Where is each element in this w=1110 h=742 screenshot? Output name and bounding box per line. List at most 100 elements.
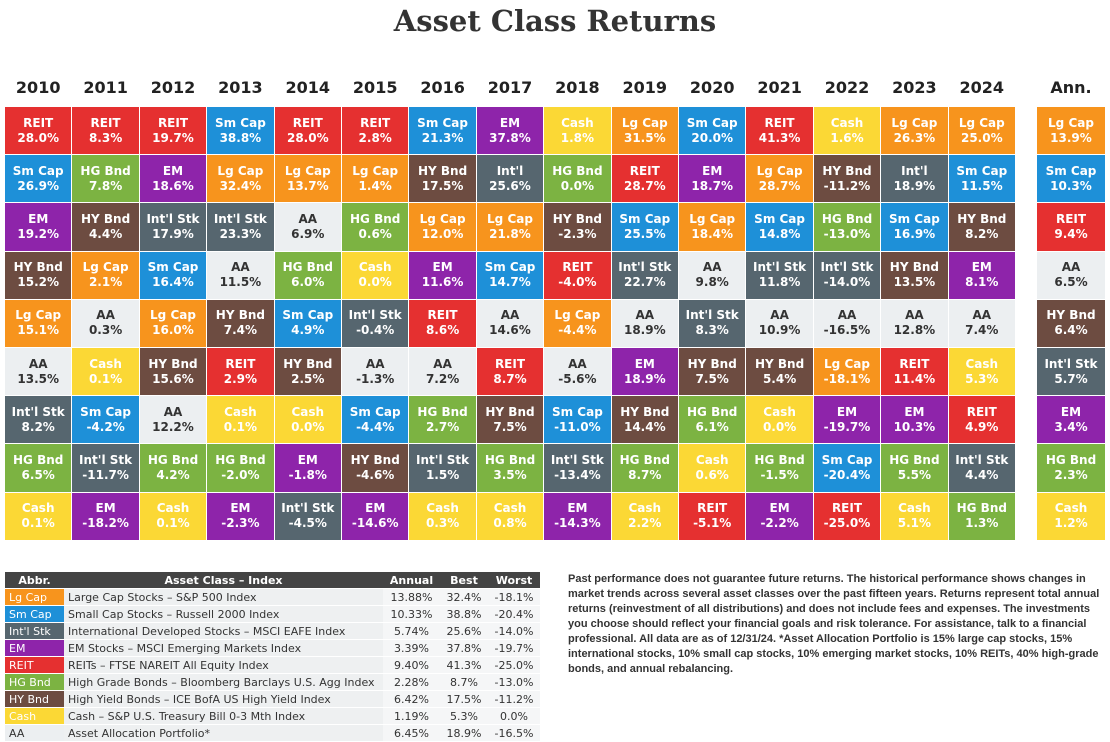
return-value: 16.0%	[152, 323, 194, 338]
return-cell: Cash 1.2%	[1037, 492, 1105, 540]
return-cell: Lg Cap 13.7%	[274, 155, 341, 203]
return-value: -25.0%	[823, 516, 871, 531]
return-cell: Sm Cap 16.4%	[139, 251, 207, 299]
return-cell: Lg Cap 12.0%	[409, 203, 476, 251]
return-cell: Cash 0.1%	[207, 396, 274, 444]
return-value: 5.3%	[965, 371, 999, 386]
return-value: -18.2%	[82, 516, 129, 531]
year-label: 2021	[757, 78, 802, 97]
return-cell: AA 10.9%	[746, 299, 813, 347]
asset-label: HY Bnd	[13, 260, 63, 275]
asset-label: EM	[499, 115, 521, 130]
asset-label: HG Bnd	[417, 404, 468, 419]
return-cell: Cash 0.3%	[409, 492, 476, 540]
return-cell: AA 9.8%	[679, 251, 746, 299]
return-cell: Int'l Stk -4.5%	[274, 492, 341, 540]
return-value: 1.6%	[830, 130, 864, 145]
return-cell: HY Bnd 15.6%	[139, 348, 207, 396]
return-value: 4.9%	[291, 323, 325, 338]
return-value: 0.1%	[21, 516, 55, 531]
asset-label: Sm Cap	[282, 308, 334, 323]
return-cell: AA 12.8%	[881, 299, 948, 347]
return-value: 0.1%	[156, 516, 190, 531]
return-value: -11.0%	[554, 419, 601, 434]
asset-label: Sm Cap	[551, 404, 603, 419]
return-value: -14.0%	[823, 275, 871, 290]
asset-label: EM	[971, 260, 992, 275]
year-label: 2020	[689, 78, 735, 97]
asset-label: Cash	[21, 501, 55, 516]
return-value: -19.7%	[823, 419, 871, 434]
asset-label: Int'l Stk	[753, 260, 807, 275]
return-value: 1.3%	[965, 516, 999, 531]
return-value: 10.3%	[1050, 178, 1092, 193]
legend-header-cell: Asset Class – Index	[64, 572, 383, 589]
asset-label: Int'l Stk	[348, 308, 402, 323]
return-value: 12.0%	[421, 226, 464, 241]
return-value: 11.8%	[758, 275, 801, 290]
asset-label: EM	[769, 501, 790, 516]
asset-label: HG Bnd	[1045, 452, 1097, 467]
return-cell: Lg Cap 18.4%	[679, 203, 746, 251]
return-cell: REIT 2.9%	[207, 348, 274, 396]
return-cell: REIT 8.6%	[409, 299, 476, 347]
return-value: 18.9%	[623, 371, 666, 386]
return-value: 0.3%	[88, 323, 123, 338]
return-value: 11.5%	[219, 275, 262, 290]
return-value: -2.3%	[221, 516, 260, 531]
return-cell: REIT 8.7%	[476, 348, 544, 396]
return-cell: HY Bnd 2.5%	[274, 348, 341, 396]
return-cell: HG Bnd -1.5%	[746, 444, 813, 492]
return-cell: Cash 1.8%	[544, 107, 611, 155]
return-value: 19.7%	[152, 130, 194, 145]
return-value: 8.3%	[695, 323, 729, 338]
asset-label: AA	[568, 356, 587, 371]
asset-label: Cash	[695, 452, 729, 467]
return-value: 37.8%	[489, 130, 531, 145]
return-cell: Int'l 25.6%	[476, 155, 544, 203]
asset-label: EM	[432, 260, 453, 275]
return-cell: Cash 0.6%	[679, 444, 746, 492]
asset-label: AA	[28, 356, 48, 371]
asset-label: Lg Cap	[554, 308, 601, 323]
asset-label: Cash	[628, 501, 662, 516]
legend-name: Asset Allocation Portfolio*	[64, 724, 383, 742]
asset-label: Cash	[426, 501, 459, 516]
return-value: 6.5%	[1054, 275, 1088, 290]
return-value: 28.0%	[17, 130, 60, 145]
asset-label: HG Bnd	[821, 211, 873, 226]
return-cell: AA 12.2%	[139, 396, 207, 444]
legend-abbr: Int'l Stk	[5, 622, 64, 640]
legend-abbr: REIT	[5, 656, 64, 674]
return-value: -5.1%	[693, 516, 732, 531]
legend-best: 17.5%	[440, 690, 488, 708]
return-value: 0.0%	[560, 178, 595, 193]
return-cell: REIT 19.7%	[139, 107, 207, 155]
asset-label: AA	[837, 308, 857, 323]
return-cell: AA 7.4%	[948, 299, 1015, 347]
asset-label: Sm Cap	[12, 163, 64, 178]
asset-label: Sm Cap	[956, 163, 1008, 178]
return-cell: AA 13.5%	[5, 348, 72, 396]
asset-label: AA	[972, 308, 992, 323]
asset-label: EM	[1060, 404, 1082, 419]
asset-label: HG Bnd	[956, 501, 1007, 516]
asset-label: Cash	[156, 501, 190, 516]
asset-label: REIT	[360, 115, 391, 130]
asset-label: AA	[635, 308, 655, 323]
return-cell: AA 11.5%	[207, 251, 274, 299]
legend-header-cell: Worst	[488, 572, 540, 589]
return-cell: Int'l 18.9%	[881, 155, 948, 203]
return-value: 7.2%	[425, 371, 460, 386]
return-cell: REIT 9.4%	[1037, 203, 1105, 251]
return-cell: HG Bnd 6.0%	[274, 251, 341, 299]
asset-label: Lg Cap	[824, 356, 870, 371]
legend-row: HY Bnd High Yield Bonds – ICE BofA US Hig…	[5, 690, 540, 708]
return-value: 7.8%	[88, 178, 123, 193]
return-cell: EM 11.6%	[409, 251, 476, 299]
return-cell: Lg Cap -18.1%	[813, 348, 881, 396]
return-cell: EM -2.2%	[746, 492, 813, 540]
legend-annual: 6.42%	[383, 690, 440, 708]
return-value: 6.4%	[1054, 323, 1088, 338]
